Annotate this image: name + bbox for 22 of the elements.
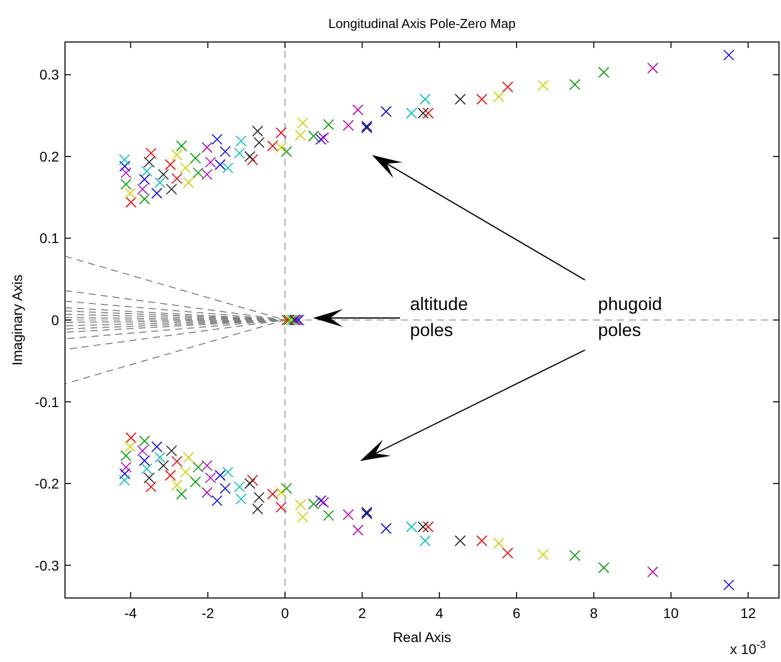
- x-tick-label: 8: [590, 605, 598, 621]
- chart-title: Longitudinal Axis Pole-Zero Map: [328, 16, 516, 31]
- y-tick-label: -0.3: [34, 557, 60, 574]
- x-tick-label: 0: [281, 605, 290, 621]
- y-tick-label: -0.2: [34, 476, 60, 492]
- y-tick-label: -0.1: [34, 394, 60, 410]
- x-tick-label: 10: [663, 605, 679, 621]
- x-tick-label: 2: [358, 605, 366, 621]
- annotation: phugoid poles: [598, 294, 662, 340]
- x-tick-label: 6: [512, 605, 521, 621]
- y-tick-label: 0.1: [40, 230, 60, 246]
- y-axis-title: Imaginary Axis: [9, 274, 25, 366]
- x-tick-label: 12: [740, 605, 756, 621]
- text: x 10$^{-3}$: [730, 639, 766, 657]
- x-tick-label: 4: [435, 605, 444, 621]
- y-tick-label: 0.3: [40, 66, 60, 83]
- x-tick-label: -2: [202, 605, 214, 621]
- annotation: altitude poles: [410, 294, 468, 340]
- x-axis-title: Real Axis: [392, 629, 452, 645]
- y-tick-label: 0.2: [40, 148, 60, 164]
- x-tick-label: -4: [124, 605, 138, 621]
- y-tick-label: 0: [51, 312, 60, 328]
